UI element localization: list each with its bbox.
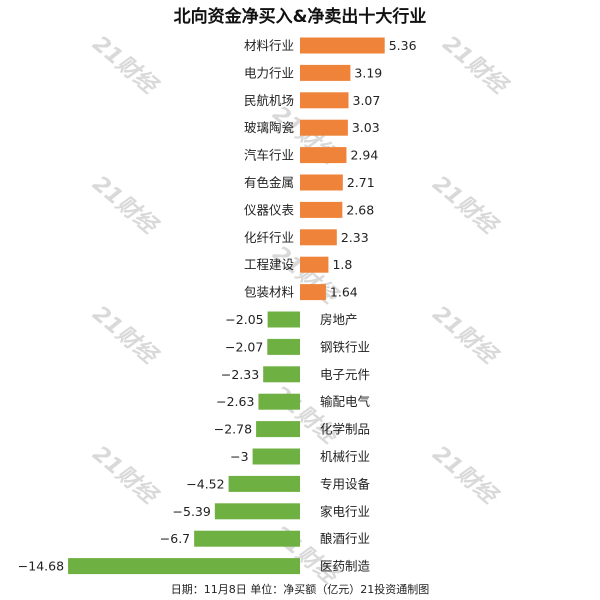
- value-label-19: −6.7: [160, 531, 190, 546]
- bar-9: [300, 256, 329, 273]
- bar-11: [267, 311, 300, 328]
- value-label-1: 5.36: [389, 38, 417, 53]
- bar-17: [228, 475, 300, 492]
- category-label-3: 民航机场: [244, 93, 294, 108]
- bar-1: [300, 37, 385, 54]
- category-label-4: 玻璃陶瓷: [244, 120, 294, 135]
- bar-7: [300, 201, 343, 218]
- category-label-11: 房地产: [320, 312, 358, 327]
- category-label-8: 化纤行业: [244, 230, 294, 245]
- category-label-7: 仪器仪表: [244, 202, 295, 217]
- watermark-1: 21财经: [88, 31, 164, 101]
- bar-6: [300, 174, 343, 191]
- value-label-12: −2.07: [225, 339, 263, 354]
- bar-20: [68, 558, 300, 575]
- bar-19: [194, 530, 300, 547]
- category-label-13: 电子元件: [320, 367, 370, 382]
- value-label-11: −2.05: [225, 312, 263, 327]
- category-label-14: 输配电气: [320, 394, 371, 409]
- value-label-9: 1.8: [332, 257, 352, 272]
- watermark-9: 21财经: [88, 441, 164, 511]
- category-label-17: 专用设备: [320, 476, 371, 491]
- value-label-10: 1.64: [330, 285, 358, 300]
- bar-8: [300, 229, 337, 246]
- footnote: 日期：11月8日 单位：净买额（亿元）21投资通制图: [171, 582, 430, 596]
- value-label-6: 2.71: [347, 175, 375, 190]
- bar-5: [300, 147, 347, 164]
- bar-15: [256, 421, 300, 438]
- value-label-2: 3.19: [354, 65, 382, 80]
- value-label-7: 2.68: [346, 202, 374, 217]
- category-label-5: 汽车行业: [244, 148, 294, 163]
- bar-4: [300, 119, 348, 136]
- category-label-2: 电力行业: [244, 65, 294, 80]
- value-label-20: −14.68: [18, 559, 64, 574]
- value-label-15: −2.78: [214, 422, 252, 437]
- value-label-3: 3.07: [353, 93, 381, 108]
- category-label-6: 有色金属: [244, 175, 294, 190]
- watermark-5: 21财经: [428, 171, 504, 241]
- watermark-7: 21财经: [268, 381, 344, 451]
- value-label-17: −4.52: [186, 476, 224, 491]
- category-label-19: 酿酒行业: [320, 531, 370, 546]
- value-label-16: −3: [230, 449, 248, 464]
- category-label-1: 材料行业: [244, 38, 294, 53]
- watermark-10: 21财经: [428, 441, 504, 511]
- value-label-4: 3.03: [352, 120, 380, 135]
- bar-14: [258, 393, 300, 410]
- category-label-10: 包装材料: [244, 285, 295, 300]
- chart-title: 北向资金净买入&净卖出十大行业: [174, 6, 427, 27]
- watermark-4: 21财经: [88, 171, 164, 241]
- bar-2: [300, 64, 351, 81]
- category-label-18: 家电行业: [320, 504, 370, 519]
- category-label-20: 医药制造: [320, 559, 371, 574]
- category-label-16: 机械行业: [320, 449, 370, 464]
- category-label-12: 钢铁行业: [320, 339, 370, 354]
- value-label-13: −2.33: [221, 367, 259, 382]
- bar-16: [252, 448, 300, 465]
- bar-10: [300, 284, 326, 301]
- value-label-8: 2.33: [341, 230, 369, 245]
- value-label-18: −5.39: [173, 504, 211, 519]
- watermark-8: 21财经: [428, 301, 504, 371]
- category-label-15: 化学制品: [320, 422, 370, 437]
- bar-12: [267, 338, 300, 355]
- value-label-14: −2.63: [216, 394, 254, 409]
- watermark-6: 21财经: [88, 301, 164, 371]
- bar-18: [214, 503, 300, 520]
- watermark-3: 21财经: [438, 31, 514, 101]
- value-label-5: 2.94: [350, 148, 378, 163]
- category-label-9: 工程建设: [244, 257, 295, 272]
- bars-group: 材料行业 5.36 电力行业 3.19 民航机场 3.07 玻璃陶瓷 3.03 汽车行业 2.94…: [18, 37, 417, 575]
- bar-3: [300, 92, 349, 109]
- bar-13: [263, 366, 300, 383]
